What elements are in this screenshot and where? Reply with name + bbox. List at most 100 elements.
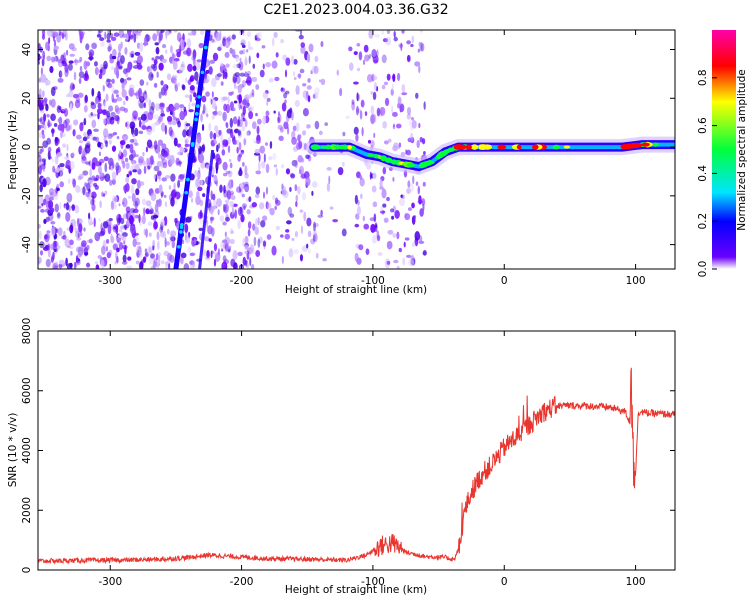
spectrogram-noise-cell xyxy=(122,197,128,208)
snr-y-tick-label: 0 xyxy=(21,567,33,574)
spectrogram-noise-cell xyxy=(157,251,162,257)
spectrogram-noise-cell xyxy=(263,153,266,163)
spectrogram-noise-cell xyxy=(240,42,245,46)
spectrogram-noise-cell xyxy=(146,157,149,165)
spectrogram-noise-cell xyxy=(172,60,178,70)
spectrogram-noise-cell xyxy=(285,90,290,95)
spectrogram-noise-cell xyxy=(103,102,107,109)
spectrogram-noise-cell xyxy=(184,138,190,144)
spectrogram-noise-cell xyxy=(381,30,385,35)
spectrogram-noise-cell xyxy=(144,248,148,253)
spectrogram-noise-cell xyxy=(281,255,284,264)
spectrogram-noise-cell xyxy=(112,195,118,204)
spectrogram-noise-cell xyxy=(138,130,144,135)
spectrogram-noise-cell xyxy=(382,120,387,129)
spectrogram-noise-cell xyxy=(200,161,206,169)
spectrogram-noise-cell xyxy=(299,30,303,36)
spectrogram-noise-cell xyxy=(99,69,103,74)
spectrogram-noise-cell xyxy=(225,170,231,174)
spectrogram-noise-cell xyxy=(57,58,62,63)
spectrogram-noise-cell xyxy=(387,229,394,235)
spectrogram-noise-cell xyxy=(56,187,60,192)
snr-y-tick-label: 8000 xyxy=(21,318,33,345)
spectrogram-noise-cell xyxy=(116,247,120,253)
spectrogram-noise-cell xyxy=(232,63,239,69)
spectrogram-noise-cell xyxy=(169,56,173,63)
spectrogram-noise-cell xyxy=(194,71,199,82)
spectrogram-noise-cell xyxy=(171,74,178,79)
spectrogram-noise-cell xyxy=(356,171,361,179)
spectrogram-noise-cell xyxy=(393,36,398,42)
spectrogram-noise-cell xyxy=(143,36,147,47)
spectrogram-noise-cell xyxy=(130,207,136,214)
spectrogram-noise-cell xyxy=(356,67,361,72)
spectrogram-noise-cell xyxy=(92,43,97,49)
spectrogram-noise-cell xyxy=(38,256,42,264)
spectrogram-noise-cell xyxy=(41,158,47,162)
spectrogram-noise-cell xyxy=(237,251,243,257)
spectrogram-noise-cell xyxy=(219,43,223,49)
spectrogram-noise-cell xyxy=(238,169,243,177)
spectrogram-noise-cell xyxy=(154,42,160,46)
spectrogram-noise-cell xyxy=(359,110,363,120)
spectrogram-noise-cell xyxy=(232,116,238,125)
spectrogram-noise-cell xyxy=(294,159,298,169)
spectrogram-noise-cell xyxy=(255,249,261,257)
spectrogram-noise-cell xyxy=(90,191,97,199)
spectrogram-noise-cell xyxy=(386,73,391,81)
spectrogram-noise-cell xyxy=(93,61,98,67)
spectrogram-noise-cell xyxy=(107,224,112,235)
spectrogram-noise-cell xyxy=(298,165,305,175)
spectrogram-noise-cell xyxy=(390,208,395,213)
spectrogram-noise-cell xyxy=(308,43,314,53)
spectrogram-noise-cell xyxy=(284,233,291,240)
spectrogram-noise-cell xyxy=(373,213,377,223)
spectrogram-noise-cell xyxy=(370,105,375,115)
spectrogram-noise-cell xyxy=(171,110,175,118)
spectrogram-noise-cell xyxy=(156,170,162,177)
spectrogram-noise-cell xyxy=(314,55,319,63)
spectrogram-noise-cell xyxy=(174,84,179,92)
spectrogram-noise-cell xyxy=(202,249,207,257)
spectrogram-noise-cell xyxy=(206,219,209,228)
spectrogram-noise-cell xyxy=(111,93,115,103)
signal-trace-hotspot xyxy=(633,142,643,148)
spectrogram-noise-cell xyxy=(81,240,87,248)
spectrogram-noise-cell xyxy=(257,118,262,125)
spectrogram-noise-cell xyxy=(303,211,307,222)
spectrogram-noise-cell xyxy=(95,261,98,265)
spectrogram-noise-cell xyxy=(152,245,155,251)
spectrogram-noise-cell xyxy=(125,206,131,213)
spectrogram-noise-cell xyxy=(69,85,73,92)
spectrogram-noise-cell xyxy=(57,77,64,83)
spectrogram-noise-cell xyxy=(153,165,160,172)
spectrogram-noise-cell xyxy=(152,33,158,42)
spectrogram-noise-cell xyxy=(40,109,45,114)
spectrogram-noise-cell xyxy=(305,177,311,187)
spectrogram-noise-cell xyxy=(138,120,142,128)
spectrogram-noise-cell xyxy=(379,106,386,116)
spectrogram-noise-cell xyxy=(278,135,284,142)
spectrogram-noise-cell xyxy=(364,54,370,62)
spectrogram-noise-cell xyxy=(168,263,171,269)
spectrogram-noise-cell xyxy=(160,219,165,226)
spectrogram-noise-cell xyxy=(83,117,87,126)
spectrogram-line-highlight xyxy=(180,222,184,227)
spectrogram-noise-cell xyxy=(301,158,305,163)
spectrogram-noise-cell xyxy=(227,96,230,104)
spectrogram-noise-cell xyxy=(53,240,57,248)
spectrogram-noise-cell xyxy=(38,224,41,229)
spectrogram-noise-cell xyxy=(94,97,99,105)
spectrogram-line-highlight xyxy=(195,112,199,116)
spectrogram-noise-cell xyxy=(395,123,402,129)
spectrogram-noise-cell xyxy=(165,49,168,54)
spectrogram-noise-cell xyxy=(244,71,248,77)
spectrogram-noise-cell xyxy=(118,229,123,233)
spectrogram-noise-cell xyxy=(216,73,223,78)
spectrogram-noise-cell xyxy=(111,145,117,152)
spectrogram-noise-cell xyxy=(78,140,84,144)
spectrogram-noise-cell xyxy=(169,254,175,263)
spectrogram-noise-cell xyxy=(259,145,266,154)
spectrogram-noise-cell xyxy=(74,100,81,109)
spectrogram-noise-cell xyxy=(143,165,147,175)
